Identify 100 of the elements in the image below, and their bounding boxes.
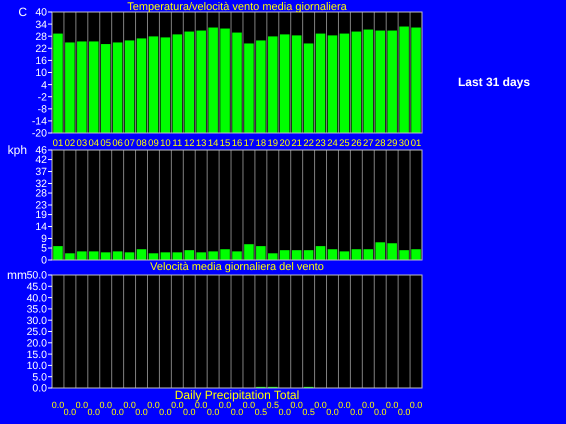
data-label: 0.0 xyxy=(410,400,422,410)
text: Last 31 days xyxy=(458,75,530,89)
y-tick-label: 0.0 xyxy=(32,382,48,395)
x-tick-label: 06 xyxy=(112,138,123,149)
x-tick-label: 23 xyxy=(315,138,326,149)
x-tick-label: 20 xyxy=(279,138,290,149)
y-tick-label: 50.0 xyxy=(26,270,48,282)
x-tick-label: 25 xyxy=(339,138,350,149)
y-tick-label: -2 xyxy=(38,91,48,104)
y-tick-label: 0 xyxy=(41,254,48,267)
x-tick-label: 02 xyxy=(64,138,76,149)
data-label: 0.0 xyxy=(183,407,196,417)
y-tick-label: 37 xyxy=(35,166,48,178)
data-label: 0.0 xyxy=(76,400,88,410)
chart-title: Velocità media giornaliera del vento xyxy=(150,261,324,273)
data-label: 0.0 xyxy=(278,407,291,417)
x-tick-label: 16 xyxy=(232,138,242,149)
x-tick-label: 13 xyxy=(196,138,206,149)
data-label: 0.0 xyxy=(52,400,64,410)
y-tick-label: -14 xyxy=(32,116,48,128)
x-tick-label: 01 xyxy=(52,138,64,149)
x-tick-label: 24 xyxy=(327,138,338,149)
data-label: 0.0 xyxy=(88,407,100,417)
x-tick-label: 18 xyxy=(256,138,266,149)
y-tick-label: 30.0 xyxy=(26,314,48,327)
y-tick-label: 20.0 xyxy=(26,337,48,350)
y-tick-label: 16 xyxy=(35,55,48,68)
data-label: 0.5 xyxy=(254,407,268,417)
x-tick-label: 03 xyxy=(76,138,88,149)
y-tick-label: 35.0 xyxy=(26,304,48,316)
y-axis-title: mm xyxy=(7,268,27,282)
x-tick-label: 15 xyxy=(220,138,230,149)
y-tick-label: 5 xyxy=(41,242,48,255)
x-tick-label: 01 xyxy=(410,138,422,149)
x-tick-label: 07 xyxy=(124,138,135,149)
y-tick-label: -20 xyxy=(32,128,48,140)
data-label: 0.0 xyxy=(230,407,244,417)
x-tick-label: 08 xyxy=(136,138,147,149)
x-tick-label: 26 xyxy=(351,138,362,149)
data-label: 0.0 xyxy=(159,407,172,417)
y-tick-label: 28 xyxy=(35,188,48,200)
x-tick-label: 21 xyxy=(291,138,302,149)
x-tick-label: 22 xyxy=(303,138,314,149)
data-label: 0.0 xyxy=(326,407,339,417)
y-axis-title: kph xyxy=(8,143,27,158)
y-tick-label: 45.0 xyxy=(26,280,48,293)
data-label: 0.0 xyxy=(398,407,410,417)
data-label: 0.0 xyxy=(314,400,327,410)
y-tick-label: 9 xyxy=(41,233,48,246)
data-label: 0.0 xyxy=(99,400,112,410)
y-tick-label: 46 xyxy=(35,144,48,157)
y-tick-label: 23 xyxy=(35,200,48,212)
y-tick-label: 14 xyxy=(35,221,48,234)
y-tick-label: 22 xyxy=(35,42,48,55)
x-tick-label: 29 xyxy=(386,138,398,149)
data-label: 0.0 xyxy=(362,400,375,410)
data-label: 0.0 xyxy=(64,407,76,417)
x-tick-label: 04 xyxy=(88,138,100,149)
data-label: 0.5 xyxy=(266,400,280,410)
data-label: 0.0 xyxy=(290,400,303,410)
y-tick-label: 19 xyxy=(35,209,48,222)
data-label: 0.5 xyxy=(302,407,315,417)
data-label: 0.0 xyxy=(338,400,351,410)
data-label: 0.0 xyxy=(386,400,398,410)
x-axis-title: Daily Precipitation Total xyxy=(174,388,300,402)
data-label: 0.0 xyxy=(111,407,124,417)
y-tick-label: 10.0 xyxy=(26,360,48,372)
data-label: 0.0 xyxy=(147,400,160,410)
x-tick-label: 17 xyxy=(244,138,254,149)
x-tick-label: 19 xyxy=(268,138,278,149)
data-label: 0.0 xyxy=(171,400,184,410)
y-tick-label: 10 xyxy=(35,67,48,80)
x-tick-label: 11 xyxy=(172,138,182,149)
data-label: 0.0 xyxy=(374,407,386,417)
chart-title: Temperatura/velocità vento media giornaliera xyxy=(127,1,348,13)
x-tick-label: 28 xyxy=(374,138,386,149)
data-label: 0.0 xyxy=(206,407,220,417)
data-label: 0.0 xyxy=(194,400,208,410)
x-tick-label: 30 xyxy=(398,138,410,149)
data-label: 0.0 xyxy=(123,400,136,410)
data-label: 0.0 xyxy=(135,407,148,417)
x-tick-label: 14 xyxy=(208,138,218,149)
data-label: 0.0 xyxy=(242,400,256,410)
y-tick-label: 32 xyxy=(35,178,48,190)
y-tick-label: 42 xyxy=(35,154,48,166)
x-tick-label: 12 xyxy=(184,138,195,149)
x-tick-label: 27 xyxy=(363,138,374,149)
y-tick-label: 4 xyxy=(41,79,48,92)
data-label: 0.0 xyxy=(350,407,363,417)
data-label: 0.0 xyxy=(218,400,232,410)
y-tick-label: 40.0 xyxy=(26,292,48,304)
y-axis-title: C xyxy=(18,5,28,20)
y-tick-label: 15.0 xyxy=(26,348,48,361)
y-tick-label: 25.0 xyxy=(26,326,48,338)
y-tick-label: 5.0 xyxy=(32,371,48,384)
y-tick-label: 40 xyxy=(35,6,48,19)
y-tick-label: 34 xyxy=(35,18,48,31)
x-tick-label: 05 xyxy=(100,138,111,149)
y-tick-label: -8 xyxy=(38,103,48,116)
x-tick-label: 10 xyxy=(160,138,171,149)
